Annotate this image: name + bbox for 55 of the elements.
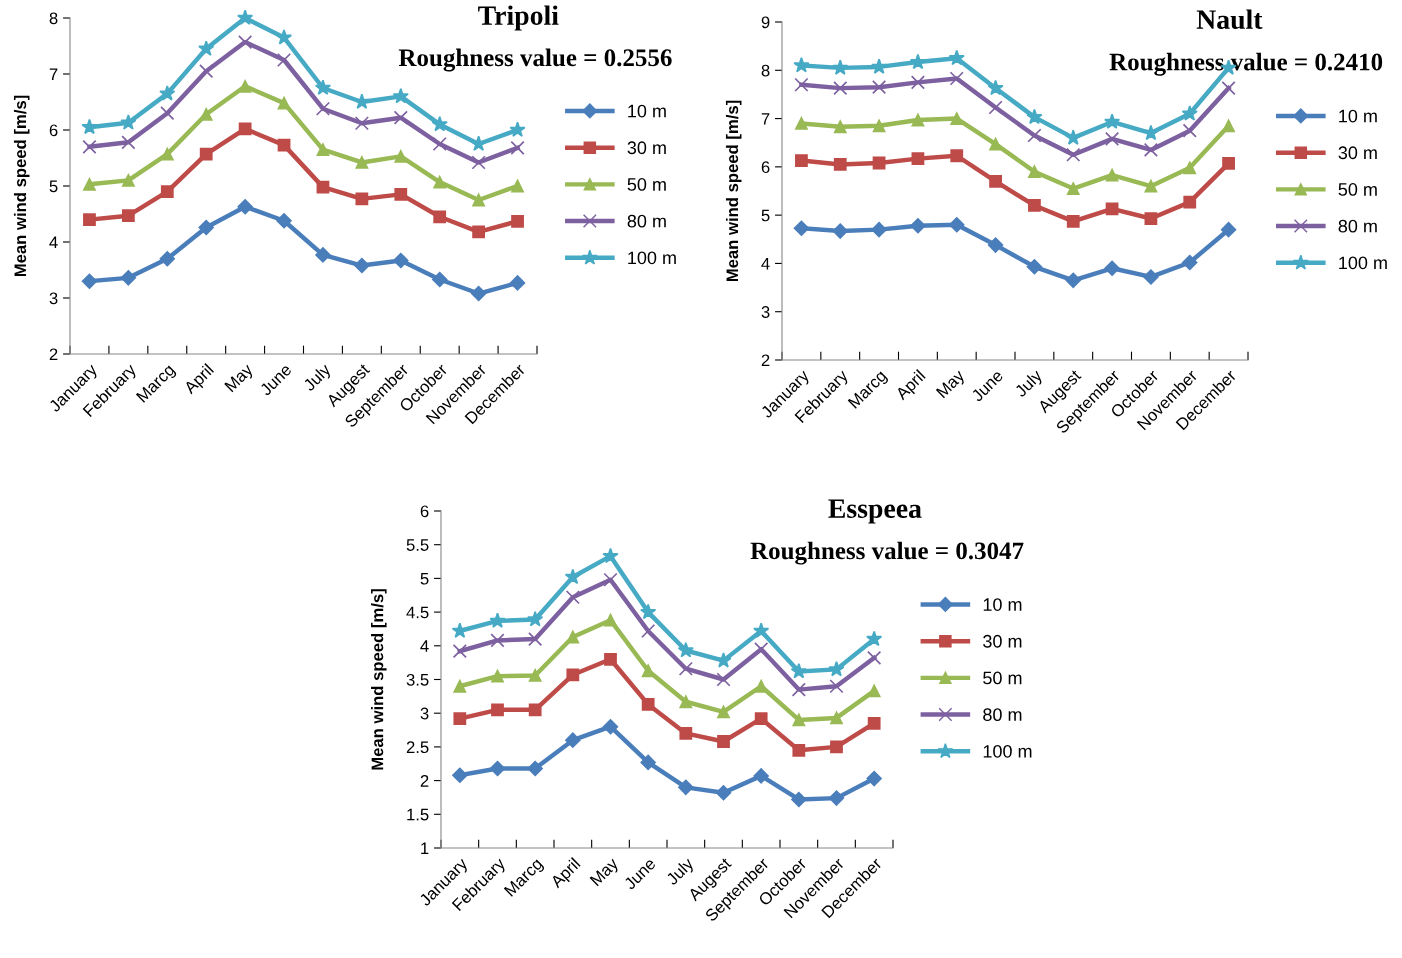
legend-label: 50 m [627, 178, 666, 191]
legend-label: 100 m [983, 744, 1032, 758]
y-tick-label: 3 [420, 707, 429, 720]
legend-label: 80 m [627, 214, 666, 228]
chart-title: Tripoli [478, 5, 559, 31]
y-tick-label: 3.5 [406, 673, 429, 686]
y-axis-title: Mean wind speed [m/s] [371, 589, 387, 770]
y-tick-label: 5 [420, 572, 429, 585]
legend-label: 30 m [983, 634, 1022, 648]
legend-label: 100 m [628, 251, 676, 265]
legend-label: 10 m [628, 104, 666, 118]
x-tick-label: July [302, 362, 334, 395]
y-axis-title: Mean wind speed [m/s] [725, 100, 742, 282]
y-tick-label: 5 [761, 209, 770, 222]
y-tick-label: 6 [761, 161, 770, 174]
legend-label: 50 m [1338, 183, 1377, 196]
y-tick-label: 4 [761, 258, 770, 270]
legend-label: 10 m [1339, 109, 1377, 123]
x-tick-label: May [935, 368, 968, 401]
chart-title: Esspeea [828, 499, 922, 524]
legend-label: 30 m [627, 141, 666, 155]
legend-label: 80 m [983, 708, 1022, 722]
y-tick-label: 2 [49, 348, 58, 361]
y-tick-label: 4 [49, 236, 58, 249]
text: Roughness value = 0.2410 [1109, 52, 1383, 76]
y-tick-label: 8 [49, 12, 58, 25]
y-tick-label: 9 [761, 16, 770, 29]
y-tick-label: 2 [420, 775, 429, 787]
legend-label: 10 m [983, 598, 1022, 611]
x-tick-label: May [224, 362, 257, 395]
text: Roughness value = 0.3047 [750, 541, 1024, 565]
text: Roughness value = 0.2556 [398, 48, 672, 72]
y-tick-label: 4.5 [406, 606, 429, 619]
y-tick-label: 4 [420, 640, 429, 652]
y-tick-label: 2 [761, 354, 770, 367]
y-tick-label: 3 [761, 306, 770, 318]
legend-label: 30 m [1338, 146, 1377, 160]
y-tick-label: 7 [761, 113, 770, 125]
x-tick-label: May [589, 856, 622, 889]
y-tick-label: 6 [420, 505, 429, 518]
y-tick-label: 5.5 [406, 539, 429, 551]
legend-label: 80 m [1338, 219, 1377, 233]
y-tick-label: 3 [49, 292, 58, 305]
y-tick-label: 1 [421, 842, 429, 855]
y-tick-label: 2.5 [406, 741, 429, 754]
y-tick-label: 5 [49, 180, 58, 193]
x-tick-label: July [1013, 368, 1046, 401]
legend-label: 50 m [983, 671, 1022, 685]
y-tick-label: 8 [761, 64, 770, 77]
y-tick-label: 1.5 [407, 808, 429, 821]
legend-label: 100 m [1339, 256, 1387, 270]
chart-title: Nault [1196, 9, 1263, 30]
y-tick-label: 7 [49, 68, 58, 81]
y-axis-title: Mean wind speed [m/s] [13, 95, 30, 277]
y-tick-label: 6 [49, 124, 58, 137]
